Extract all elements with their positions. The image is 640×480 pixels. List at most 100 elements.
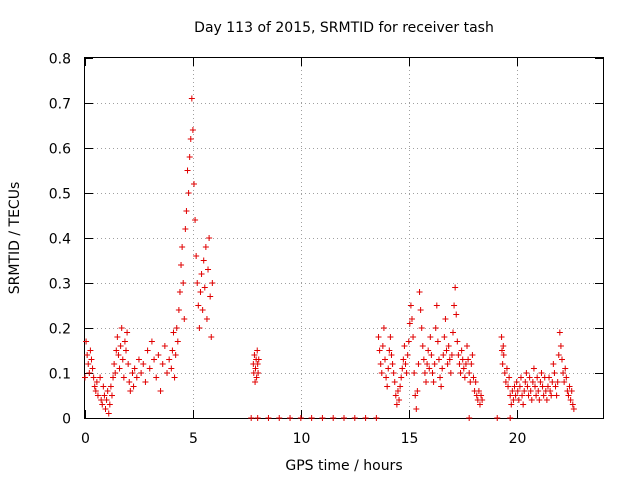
data-point: [198, 271, 205, 277]
data-point: [135, 356, 142, 363]
data-point: [434, 338, 441, 345]
data-point: [153, 374, 160, 381]
y-tick-label: 0.8: [49, 52, 71, 68]
data-point: [476, 401, 483, 408]
data-point: [547, 388, 554, 394]
data-point: [514, 388, 521, 394]
data-point: [550, 361, 557, 367]
data-point: [435, 356, 442, 363]
data-point: [183, 208, 190, 214]
data-point: [479, 397, 486, 403]
y-tick-label: 0.7: [49, 97, 71, 113]
data-point: [121, 338, 128, 345]
y-tick-label: 0.4: [49, 232, 71, 248]
data-point: [431, 361, 438, 367]
data-point: [362, 415, 369, 421]
data-point: [130, 383, 137, 390]
data-point: [447, 370, 454, 376]
data-point: [382, 356, 389, 363]
data-point: [510, 397, 517, 403]
chart-title: Day 113 of 2015, SRMTID for receiver tas…: [194, 20, 494, 36]
data-point: [87, 347, 94, 354]
data-point: [164, 370, 171, 376]
data-point: [127, 388, 134, 394]
data-point: [168, 365, 175, 372]
data-point: [433, 302, 440, 309]
data-point: [413, 406, 420, 412]
data-point: [410, 334, 417, 340]
data-point: [505, 383, 512, 390]
data-point: [398, 374, 405, 381]
data-point: [411, 370, 418, 376]
data-point: [478, 392, 485, 399]
data-point: [104, 388, 111, 394]
data-point: [197, 289, 204, 295]
data-point: [385, 365, 392, 372]
data-point: [515, 397, 522, 403]
data-point: [465, 356, 472, 363]
data-point: [536, 397, 543, 403]
data-point: [512, 392, 519, 399]
data-point: [527, 388, 534, 394]
data-point: [540, 392, 547, 399]
data-point: [98, 397, 105, 403]
data-point: [386, 347, 393, 354]
data-point: [119, 356, 126, 363]
y-tick-label: 0.1: [49, 367, 71, 383]
data-point: [533, 392, 540, 399]
data-point: [412, 392, 419, 399]
x-tick-label: 10: [293, 431, 311, 447]
data-point: [99, 401, 106, 408]
data-point: [124, 329, 131, 336]
data-point: [535, 388, 542, 394]
data-point: [449, 329, 456, 336]
data-point: [464, 343, 471, 349]
data-point: [265, 415, 272, 421]
data-point: [389, 361, 396, 367]
data-point: [551, 370, 558, 376]
data-point: [181, 316, 188, 322]
data-point: [499, 361, 506, 367]
data-point: [108, 392, 115, 399]
data-point: [186, 154, 193, 160]
data-point: [521, 388, 528, 394]
data-point: [184, 167, 191, 174]
data-point: [202, 244, 209, 250]
data-point: [459, 356, 466, 363]
data-point: [532, 383, 539, 390]
data-point: [157, 388, 164, 394]
data-point: [170, 329, 177, 336]
data-point: [442, 316, 449, 322]
data-point: [494, 415, 501, 421]
data-point: [118, 325, 125, 331]
data-point: [115, 352, 122, 358]
data-point: [194, 280, 201, 286]
data-point: [448, 352, 455, 358]
data-point: [169, 347, 176, 354]
x-tick-label: 0: [81, 431, 90, 447]
x-tick-label: 5: [189, 431, 198, 447]
data-point: [189, 127, 196, 133]
data-point: [546, 374, 553, 381]
grid-lines: [85, 58, 603, 418]
data-point: [537, 379, 544, 385]
data-point: [205, 266, 212, 273]
data-point: [565, 392, 572, 399]
y-tick-label: 0.2: [49, 322, 71, 338]
data-point: [178, 262, 185, 268]
data-point: [500, 352, 507, 358]
data-point: [549, 379, 556, 385]
data-point: [415, 361, 422, 367]
data-point: [126, 379, 133, 385]
data-point: [254, 347, 261, 354]
data-point: [195, 302, 202, 309]
data-point: [97, 374, 104, 381]
data-point: [427, 334, 434, 340]
data-point: [276, 415, 283, 421]
data-point: [114, 334, 121, 340]
data-point: [516, 383, 523, 390]
data-point: [557, 343, 564, 349]
data-point: [351, 415, 358, 421]
data-point: [405, 338, 412, 345]
data-point: [400, 356, 407, 363]
